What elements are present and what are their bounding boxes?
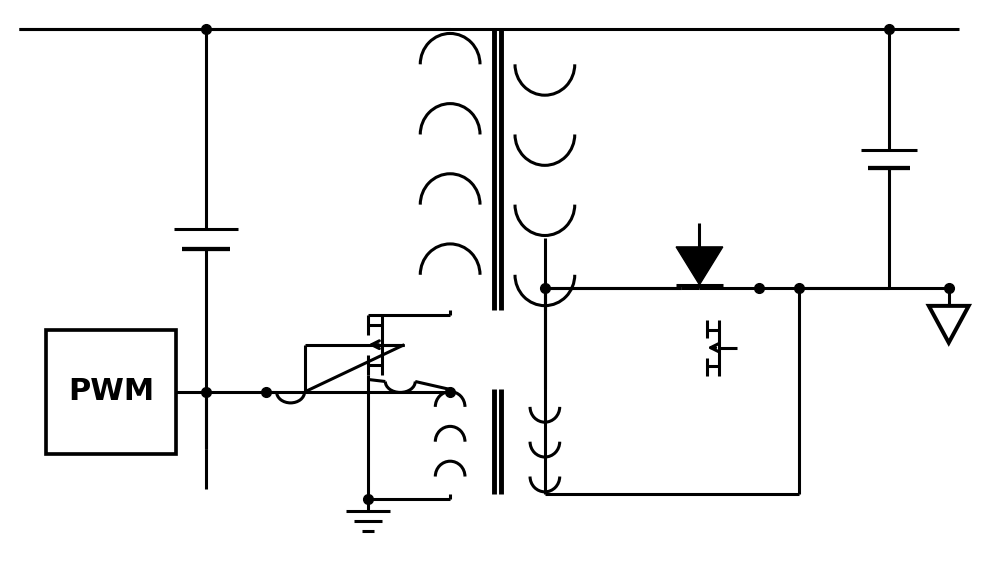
Polygon shape	[676, 247, 723, 285]
Text: PWM: PWM	[68, 378, 154, 407]
Bar	[46, 330, 176, 454]
